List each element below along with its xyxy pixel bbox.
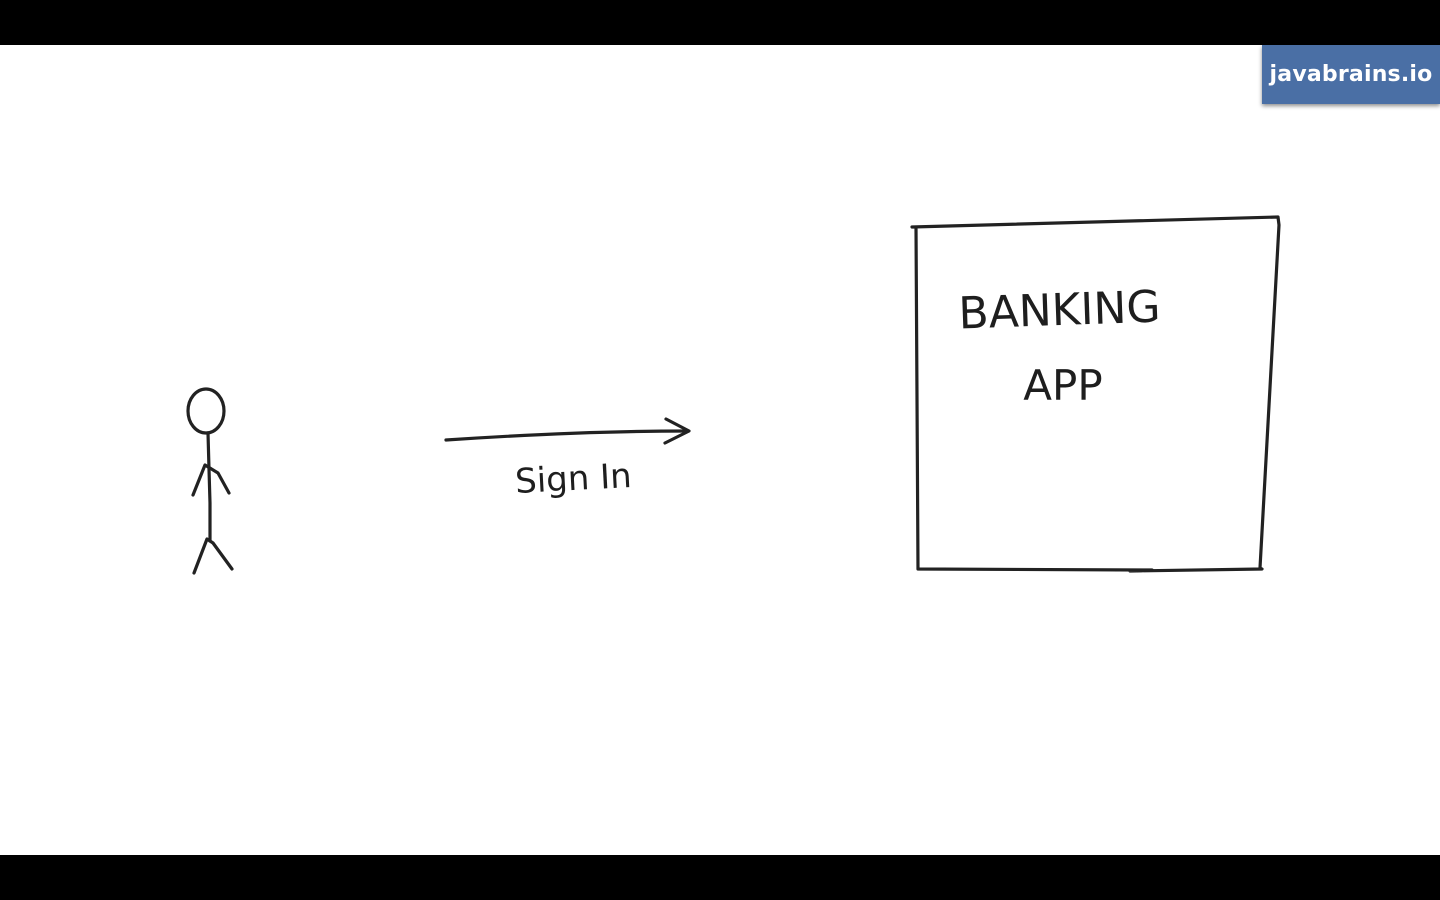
banking-app-box: [910, 215, 1281, 573]
stick-figure-head: [186, 387, 226, 435]
arrow-head: [663, 417, 691, 445]
stick-figure-icon: [186, 387, 234, 575]
whiteboard-diagram: Sign In BANKING APP: [186, 215, 1281, 575]
whiteboard-canvas: Sign In BANKING APP javabrains.io: [0, 45, 1440, 855]
arrow-right-icon: [444, 417, 691, 445]
stick-figure-arms: [191, 463, 231, 497]
banking-app-title-line1: BANKING: [958, 281, 1162, 339]
banking-app-box-outline: [910, 215, 1281, 573]
stick-figure-body: [206, 431, 212, 543]
arrow-label: Sign In: [514, 456, 632, 502]
stick-figure-legs: [192, 537, 234, 575]
letterbox-top: [0, 0, 1440, 45]
letterbox-bottom: [0, 855, 1440, 900]
brand-logo-text: javabrains.io: [1269, 62, 1433, 87]
banking-app-title-line2: APP: [1023, 361, 1102, 410]
arrow-shaft: [444, 429, 690, 442]
brand-badge: javabrains.io: [1262, 45, 1440, 104]
